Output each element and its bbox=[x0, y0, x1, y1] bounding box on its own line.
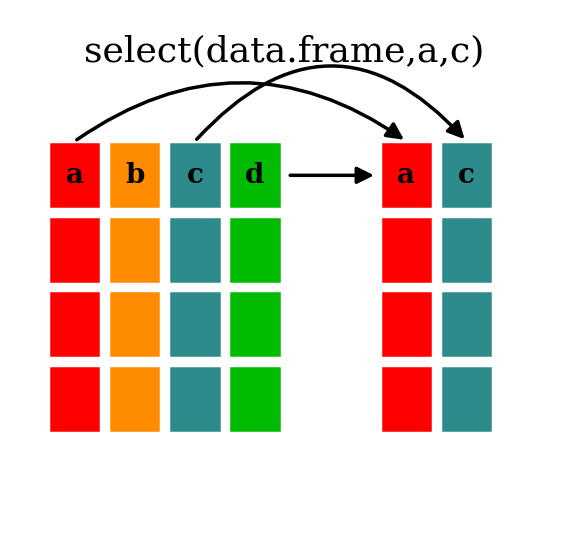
FancyBboxPatch shape bbox=[48, 365, 101, 433]
Text: select(data.frame,a,c): select(data.frame,a,c) bbox=[84, 35, 484, 69]
FancyBboxPatch shape bbox=[48, 216, 101, 284]
FancyBboxPatch shape bbox=[228, 365, 282, 433]
FancyBboxPatch shape bbox=[379, 216, 433, 284]
FancyArrowPatch shape bbox=[197, 66, 462, 139]
Text: c: c bbox=[458, 162, 475, 189]
FancyBboxPatch shape bbox=[228, 216, 282, 284]
Text: a: a bbox=[398, 162, 415, 189]
FancyBboxPatch shape bbox=[168, 141, 222, 209]
FancyBboxPatch shape bbox=[440, 290, 493, 358]
FancyBboxPatch shape bbox=[379, 141, 433, 209]
FancyArrowPatch shape bbox=[77, 83, 401, 140]
FancyBboxPatch shape bbox=[108, 290, 161, 358]
FancyBboxPatch shape bbox=[379, 365, 433, 433]
FancyBboxPatch shape bbox=[108, 141, 161, 209]
FancyBboxPatch shape bbox=[48, 141, 101, 209]
FancyBboxPatch shape bbox=[440, 216, 493, 284]
FancyBboxPatch shape bbox=[108, 216, 161, 284]
FancyBboxPatch shape bbox=[228, 290, 282, 358]
Text: d: d bbox=[245, 162, 265, 189]
FancyBboxPatch shape bbox=[440, 141, 493, 209]
Text: c: c bbox=[186, 162, 203, 189]
FancyBboxPatch shape bbox=[168, 365, 222, 433]
FancyBboxPatch shape bbox=[48, 290, 101, 358]
Text: b: b bbox=[125, 162, 144, 189]
FancyBboxPatch shape bbox=[379, 290, 433, 358]
FancyBboxPatch shape bbox=[108, 365, 161, 433]
FancyBboxPatch shape bbox=[168, 216, 222, 284]
FancyBboxPatch shape bbox=[228, 141, 282, 209]
FancyBboxPatch shape bbox=[168, 290, 222, 358]
FancyBboxPatch shape bbox=[440, 365, 493, 433]
Text: a: a bbox=[65, 162, 83, 189]
